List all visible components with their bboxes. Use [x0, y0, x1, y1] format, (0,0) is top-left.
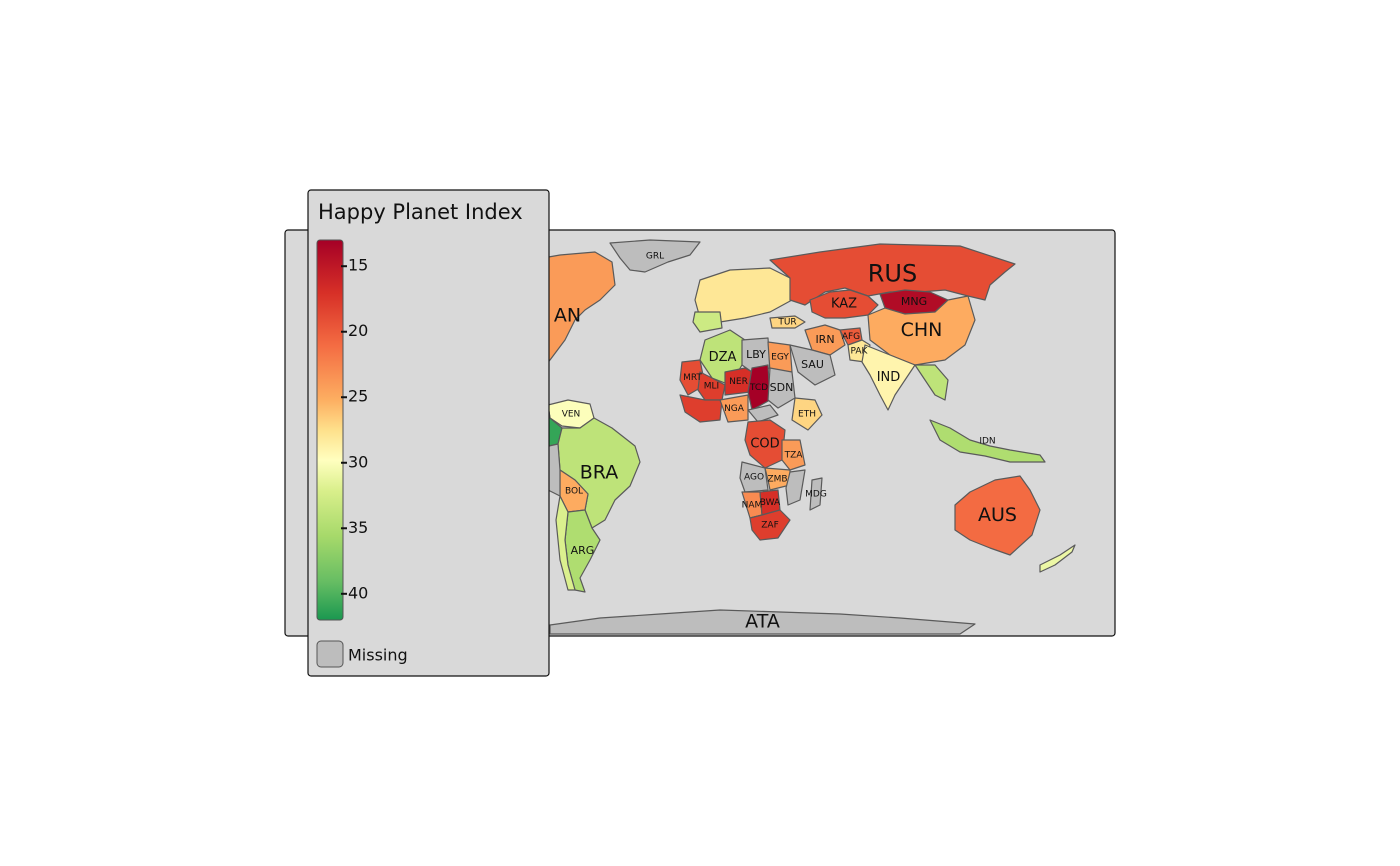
country-label-ago: AGO	[744, 473, 764, 483]
country-label-arg: ARG	[571, 544, 595, 557]
country-NZL	[1039, 544, 1076, 573]
country-label-lby: LBY	[746, 348, 766, 361]
country-label-eth: ETH	[798, 410, 816, 420]
country-TZA	[781, 439, 806, 471]
country-label-zmb: ZMB	[767, 475, 787, 485]
country-MOZ	[785, 469, 806, 506]
country-label-nga: NGA	[724, 404, 745, 414]
country-SEA	[914, 364, 949, 401]
country-label-sdn: SDN	[770, 381, 794, 394]
country-AUS	[954, 475, 1041, 556]
country-TUR	[769, 315, 806, 329]
country-label-ner: NER	[729, 377, 748, 387]
country-label-ind: IND	[877, 370, 901, 385]
country-TCD	[747, 364, 771, 411]
country-label-grl: GRL	[646, 252, 664, 262]
country-label-irn: IRN	[815, 333, 834, 346]
country-MDG	[809, 477, 823, 511]
country-label-aus: AUS	[978, 504, 1017, 526]
country-label-mli: MLI	[704, 382, 719, 392]
country-labels: RUS CHN MNG KAZ IND IRN AFG PAK SAU TUR EGY LBY DZA M…	[537, 252, 1017, 633]
country-ZMB	[764, 467, 791, 491]
country-ATA	[549, 609, 976, 635]
legend-tick-label: 35	[348, 518, 368, 537]
country-label-nam: NAM	[742, 501, 763, 511]
country-COD	[744, 419, 786, 469]
country-label-tur: TUR	[777, 318, 796, 328]
legend-box	[307, 189, 550, 677]
country-SDN	[767, 367, 796, 409]
country-label-afg: AFG	[842, 332, 860, 342]
country-label-bol: BOL	[565, 487, 583, 497]
legend-tick-label: 15	[348, 256, 368, 275]
country-ETH	[791, 397, 823, 431]
missing-swatch	[316, 640, 344, 668]
country-SAU	[789, 344, 836, 386]
country-label-idn: IDN	[979, 437, 995, 447]
country-CAF	[747, 404, 779, 423]
legend-tick-label: 25	[348, 387, 368, 406]
country-label-bra: BRA	[580, 462, 618, 484]
legend-tick-label: 30	[348, 452, 368, 471]
country-IDN	[929, 419, 1046, 463]
country-label-zaf: ZAF	[761, 521, 779, 531]
country-label-pak: PAK	[851, 347, 869, 357]
country-label-sau: SAU	[801, 358, 824, 371]
country-WAF	[679, 394, 723, 423]
legend-tick-label: 20	[348, 321, 368, 340]
legend-ticks: 15 20 25 30 35 40	[341, 256, 368, 602]
country-label-ven: VEN	[562, 410, 581, 420]
country-label-cod: COD	[750, 437, 779, 452]
country-label-tcd: TCD	[749, 383, 768, 393]
legend-color-bar	[316, 239, 344, 621]
country-RUS	[769, 243, 1016, 306]
country-label-mng: MNG	[901, 295, 927, 308]
legend-tick-label: 40	[348, 583, 368, 602]
legend-title: Happy Planet Index	[318, 200, 523, 224]
country-label-can: AN	[554, 305, 581, 327]
country-ZAF	[749, 509, 791, 541]
missing-label: Missing	[348, 646, 408, 665]
country-GRL	[609, 239, 701, 273]
legend: Happy Planet Index 15 20 25 30 35 40 Missing	[307, 189, 550, 677]
country-AGO	[739, 461, 769, 493]
country-label-chn: CHN	[901, 319, 943, 341]
country-KAZ	[809, 289, 879, 319]
country-label-bwa: BWA	[760, 498, 781, 508]
country-label-dza: DZA	[709, 350, 737, 365]
country-label-kaz: KAZ	[831, 297, 857, 312]
country-IND	[861, 344, 916, 411]
country-label-mdg: MDG	[805, 490, 827, 500]
country-label-egy: EGY	[771, 353, 789, 363]
country-label-ata: ATA	[745, 611, 780, 633]
country-NGA	[719, 394, 749, 423]
country-label-rus: RUS	[868, 260, 917, 288]
country-CHL	[555, 495, 576, 591]
country-label-mrt: MRT	[683, 373, 702, 383]
country-ESP	[692, 311, 723, 333]
country-label-tza: TZA	[784, 451, 804, 461]
